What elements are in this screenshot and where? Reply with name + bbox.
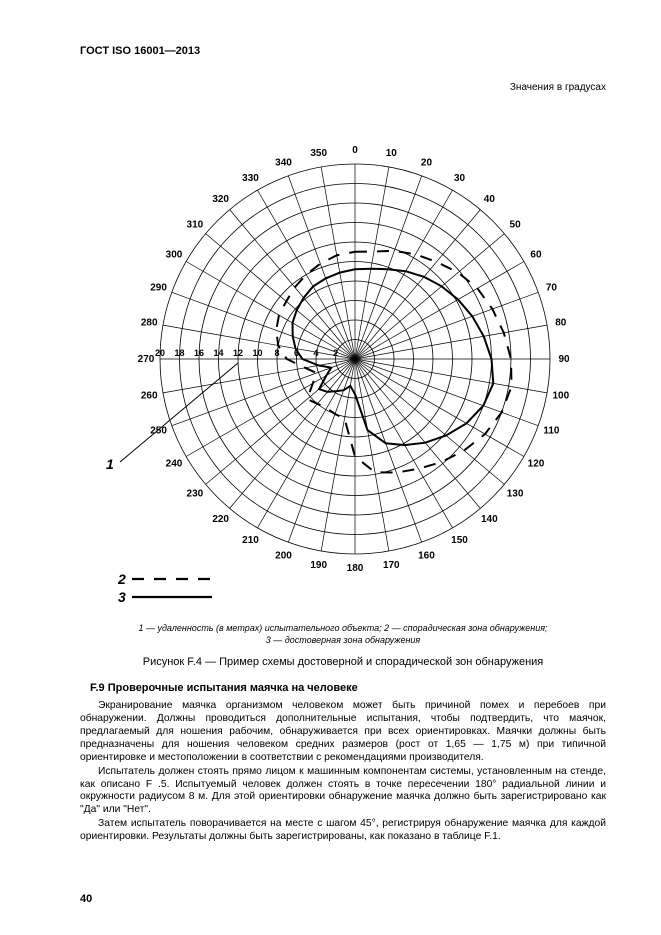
svg-text:0: 0 (352, 145, 358, 156)
svg-text:2: 2 (333, 348, 338, 358)
figure-caption: Рисунок F.4 — Пример схемы достоверной и… (80, 656, 606, 668)
svg-text:190: 190 (310, 560, 327, 571)
svg-text:200: 200 (275, 550, 292, 561)
svg-text:180: 180 (347, 563, 364, 574)
legend-line-2: 3 — достоверная зона обнаружения (266, 635, 421, 645)
paragraph-2: Испытатель должен стоять прямо лицом к м… (80, 766, 606, 817)
svg-text:340: 340 (275, 158, 292, 169)
paragraph-1: Экранирование маячка организмом человеко… (80, 700, 606, 764)
svg-text:1: 1 (106, 456, 114, 472)
svg-text:210: 210 (242, 535, 259, 546)
svg-text:18: 18 (174, 348, 184, 358)
svg-text:300: 300 (166, 250, 183, 261)
svg-text:260: 260 (141, 390, 158, 401)
svg-text:220: 220 (212, 514, 229, 525)
svg-text:2: 2 (117, 571, 126, 587)
svg-text:240: 240 (166, 459, 183, 470)
legend-line-1: 1 — удаленность (в метрах) испытательног… (138, 623, 547, 633)
svg-text:110: 110 (543, 425, 560, 436)
page-number: 40 (80, 893, 92, 905)
svg-text:350: 350 (310, 148, 327, 159)
svg-text:60: 60 (530, 250, 542, 261)
svg-text:230: 230 (187, 488, 204, 499)
svg-text:80: 80 (555, 318, 567, 329)
polar-chart: 0102030405060708090100110120130140150160… (60, 97, 580, 617)
standard-header: ГОСТ ISO 16001—2013 (80, 45, 606, 57)
svg-text:3: 3 (118, 589, 126, 605)
svg-text:160: 160 (418, 550, 435, 561)
svg-text:20: 20 (155, 348, 165, 358)
svg-text:90: 90 (558, 354, 570, 365)
svg-text:16: 16 (194, 348, 204, 358)
svg-text:10: 10 (252, 348, 262, 358)
svg-text:170: 170 (383, 560, 400, 571)
svg-text:14: 14 (213, 348, 223, 358)
svg-text:130: 130 (507, 488, 524, 499)
svg-text:270: 270 (138, 354, 155, 365)
svg-text:320: 320 (212, 194, 229, 205)
svg-text:140: 140 (481, 514, 498, 525)
svg-text:290: 290 (150, 283, 167, 294)
svg-text:280: 280 (141, 318, 158, 329)
svg-text:150: 150 (451, 535, 468, 546)
page: ГОСТ ISO 16001—2013 Значения в градусах … (0, 0, 661, 935)
svg-text:30: 30 (454, 173, 466, 184)
svg-text:330: 330 (242, 173, 259, 184)
svg-text:40: 40 (484, 194, 496, 205)
chart-series-legend: 1 — удаленность (в метрах) испытательног… (90, 623, 596, 646)
paragraph-3: Затем испытатель поворачивается на месте… (80, 818, 606, 844)
svg-text:8: 8 (274, 348, 279, 358)
section-heading: F.9 Проверочные испытания маячка на чело… (90, 682, 606, 694)
units-note: Значения в градусах (80, 82, 606, 93)
svg-text:120: 120 (528, 459, 545, 470)
svg-text:310: 310 (187, 220, 204, 231)
svg-text:12: 12 (233, 348, 243, 358)
svg-text:20: 20 (421, 158, 433, 169)
svg-text:50: 50 (510, 220, 522, 231)
svg-text:10: 10 (386, 148, 398, 159)
svg-text:4: 4 (313, 348, 318, 358)
svg-text:100: 100 (552, 390, 569, 401)
svg-text:70: 70 (546, 283, 558, 294)
